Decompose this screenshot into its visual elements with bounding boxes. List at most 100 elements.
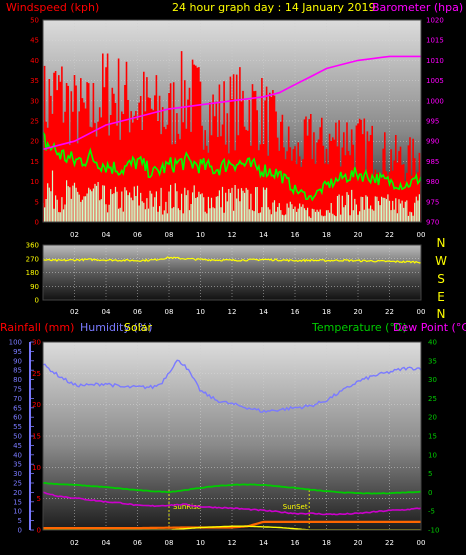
solar-line bbox=[43, 525, 421, 530]
compass-n-label: N bbox=[437, 307, 446, 321]
direction-x-tick-label: 10 bbox=[196, 308, 205, 316]
baro-y-tick-label: 1000 bbox=[426, 97, 444, 105]
humidity-y-tick-label: 90 bbox=[13, 357, 22, 365]
temperature-y-tick-label: -5 bbox=[428, 508, 435, 516]
direction-x-tick-label: 12 bbox=[228, 308, 237, 316]
baro-y-tick-label: 995 bbox=[426, 118, 439, 126]
wind-y-tick-label: 15 bbox=[30, 158, 39, 166]
temperature-label: Temperature (°C) bbox=[311, 321, 407, 334]
temperature-x-tick-label: 18 bbox=[322, 539, 331, 547]
wind-y-tick-label: 50 bbox=[30, 17, 39, 25]
wind-x-tick-label: 12 bbox=[228, 231, 237, 239]
rain-y-tick-label: 30 bbox=[32, 339, 41, 347]
humidity-y-tick-label: 95 bbox=[13, 348, 22, 356]
wind-plot-frame bbox=[42, 19, 422, 223]
direction-x-tick-label: 04 bbox=[102, 308, 111, 316]
humidity-label: Humidity (%) bbox=[80, 321, 152, 334]
rain-y-tick-label: 20 bbox=[32, 401, 41, 409]
wind-x-tick-label: 08 bbox=[165, 231, 174, 239]
direction-plot-series bbox=[43, 256, 421, 264]
humidity-y-tick-label: 15 bbox=[13, 498, 22, 506]
sunset-label: SunSet bbox=[283, 503, 308, 511]
wind-x-tick-label: 10 bbox=[196, 231, 205, 239]
temperature-y-tick-label: 35 bbox=[428, 357, 437, 365]
chart-title: 24 hour graph day : 14 January 2019 bbox=[172, 1, 376, 14]
humidity-y-tick-label: 85 bbox=[13, 367, 22, 375]
baro-y-tick-label: 970 bbox=[426, 219, 439, 227]
wind-plot-axes: 0510152025303540455097097598098599099510… bbox=[30, 17, 444, 240]
wind-x-tick-label: 06 bbox=[133, 231, 142, 239]
temperature-x-tick-label: 20 bbox=[354, 539, 363, 547]
temperature-x-tick-label: 22 bbox=[385, 539, 394, 547]
humidity-y-tick-label: 100 bbox=[9, 339, 22, 347]
humidity-y-tick-label: 60 bbox=[13, 414, 22, 422]
rain-y-tick-label: 0 bbox=[37, 527, 41, 535]
direction-x-tick-label: 06 bbox=[133, 308, 142, 316]
direction-plot-grid bbox=[43, 245, 421, 300]
humidity-y-tick-label: 80 bbox=[13, 376, 22, 384]
humidity-y-tick-label: 20 bbox=[13, 489, 22, 497]
humidity-line bbox=[43, 359, 421, 413]
wind-x-tick-label: 18 bbox=[322, 231, 331, 239]
humidity-y-tick-label: 25 bbox=[13, 480, 22, 488]
direction-x-tick-label: 08 bbox=[165, 308, 174, 316]
wind-x-tick-label: 20 bbox=[354, 231, 363, 239]
temperature-y-tick-label: 40 bbox=[428, 339, 437, 347]
baro-y-tick-label: 990 bbox=[426, 138, 439, 146]
sunrise-label: SunRise bbox=[173, 503, 201, 511]
wind-average-line bbox=[43, 131, 421, 202]
temperature-y-tick-label: 25 bbox=[428, 395, 437, 403]
direction-x-tick-label: 20 bbox=[354, 308, 363, 316]
rain-y-tick-label: 5 bbox=[37, 495, 41, 503]
direction-x-tick-label: 00 bbox=[417, 308, 426, 316]
temperature-x-tick-label: 12 bbox=[228, 539, 237, 547]
direction-y-tick-label: 180 bbox=[26, 269, 39, 277]
temperature-x-tick-label: 08 bbox=[165, 539, 174, 547]
windspeed-axis-title: Windspeed (kph) bbox=[6, 1, 99, 14]
humidity-y-tick-label: 50 bbox=[13, 433, 22, 441]
wind-y-tick-label: 40 bbox=[30, 57, 39, 65]
baro-y-tick-label: 985 bbox=[426, 158, 439, 166]
temperature-y-tick-label: 15 bbox=[428, 433, 437, 441]
baro-y-tick-label: 1010 bbox=[426, 57, 444, 65]
wind-x-tick-label: 02 bbox=[70, 231, 79, 239]
temperature-plot-frame bbox=[42, 341, 422, 531]
humidity-y-tick-label: 10 bbox=[13, 508, 22, 516]
temperature-y-tick-label: 5 bbox=[428, 470, 432, 478]
temperature-x-tick-label: 10 bbox=[196, 539, 205, 547]
temperature-y-tick-label: -10 bbox=[428, 527, 439, 535]
wind-direction-line bbox=[43, 256, 421, 264]
solar-label: Solar bbox=[124, 321, 153, 334]
temperature-y-tick-label: 20 bbox=[428, 414, 437, 422]
humidity-y-tick-label: 55 bbox=[13, 423, 22, 431]
rain-y-tick-label: 15 bbox=[32, 433, 41, 441]
direction-plot-frame bbox=[42, 244, 422, 301]
temperature-y-tick-label: 0 bbox=[428, 489, 432, 497]
humidity-y-tick-label: 70 bbox=[13, 395, 22, 403]
direction-y-tick-label: 270 bbox=[26, 255, 39, 263]
compass-s-label: S bbox=[437, 272, 445, 286]
baro-y-tick-label: 980 bbox=[426, 178, 439, 186]
wind-x-tick-label: 22 bbox=[385, 231, 394, 239]
wind-y-tick-label: 0 bbox=[35, 219, 39, 227]
dewpoint-label: Dew Point (°C) bbox=[393, 321, 466, 334]
barometer-axis-title: Barometer (hpa) bbox=[372, 1, 463, 14]
wind-speed-bars bbox=[43, 170, 420, 222]
rain-y-tick-label: 25 bbox=[32, 370, 41, 378]
wind-y-tick-label: 30 bbox=[30, 97, 39, 105]
baro-y-tick-label: 1020 bbox=[426, 17, 444, 25]
wind-gust-bars bbox=[43, 51, 421, 222]
temperature-y-tick-label: 10 bbox=[428, 451, 437, 459]
compass-e-label: E bbox=[437, 290, 445, 304]
direction-x-tick-label: 16 bbox=[291, 308, 300, 316]
wind-y-tick-label: 35 bbox=[30, 77, 39, 85]
direction-y-tick-label: 90 bbox=[30, 283, 39, 291]
wind-y-tick-label: 5 bbox=[35, 198, 39, 206]
rainfall-label: Rainfall (mm) bbox=[0, 321, 74, 334]
baro-y-tick-label: 975 bbox=[426, 198, 439, 206]
humidity-y-tick-label: 0 bbox=[18, 527, 22, 535]
temperature-x-tick-label: 06 bbox=[133, 539, 142, 547]
temperature-line bbox=[43, 481, 421, 495]
